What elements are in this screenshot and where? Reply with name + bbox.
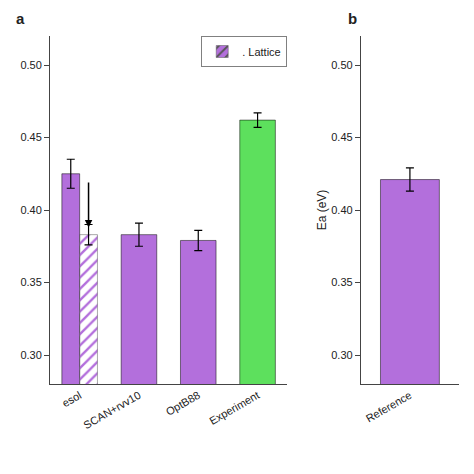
svg-text:0.45: 0.45 xyxy=(20,131,41,143)
svg-text:0.30: 0.30 xyxy=(331,349,352,361)
svg-text:0.35: 0.35 xyxy=(20,276,41,288)
svg-text:Ea (eV): Ea (eV) xyxy=(315,190,329,231)
svg-text:0.40: 0.40 xyxy=(20,204,41,216)
svg-text:0.35: 0.35 xyxy=(331,276,352,288)
svg-text:OptB88: OptB88 xyxy=(164,389,202,418)
svg-text:0.40: 0.40 xyxy=(331,204,352,216)
svg-text:SCAN+rvv10: SCAN+rvv10 xyxy=(81,389,142,431)
svg-text:Experiment: Experiment xyxy=(207,389,261,427)
svg-text:0.50: 0.50 xyxy=(20,59,41,71)
svg-text:0.30: 0.30 xyxy=(20,349,41,361)
svg-text:0.50: 0.50 xyxy=(331,59,352,71)
svg-text:Reference: Reference xyxy=(364,389,414,425)
svg-text:esol: esol xyxy=(60,389,83,409)
svg-text:b: b xyxy=(348,10,357,27)
svg-text:0.45: 0.45 xyxy=(331,131,352,143)
svg-text:a: a xyxy=(16,10,25,27)
svg-text:. Lattice: . Lattice xyxy=(242,46,281,58)
